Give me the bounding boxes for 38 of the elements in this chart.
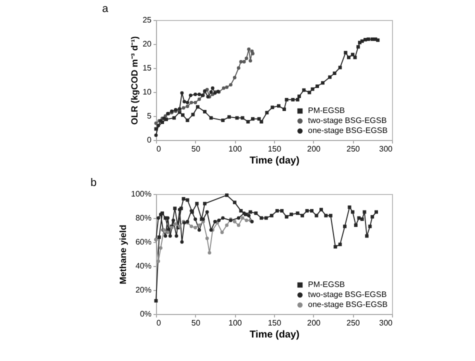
- legend-label: two-stage BSG-EGSB: [308, 116, 387, 125]
- chart-title: a: [102, 3, 110, 15]
- y-tick-label: 20: [142, 40, 152, 48]
- x-tick-label: 50: [191, 318, 201, 328]
- y-tick-label: 60%: [135, 238, 152, 246]
- legend-label: two-stage BSG-EGSB: [308, 290, 387, 299]
- x-tick-label: 50: [191, 144, 201, 154]
- y-axis-title: Methane yield: [118, 224, 128, 284]
- x-axis-title: Time (day): [250, 156, 300, 166]
- x-tick-label: 200: [307, 318, 322, 328]
- legend-label: PM-EGSB: [308, 106, 345, 115]
- x-tick-label: 250: [346, 318, 360, 328]
- y-tick-label: 25: [142, 16, 152, 24]
- y-tick-label: 10: [142, 88, 152, 96]
- y-tick-label: 5: [147, 112, 152, 120]
- y-tick-label: 40%: [135, 262, 152, 270]
- y-tick-label: 0%: [140, 310, 152, 318]
- chart-title: b: [90, 177, 97, 189]
- y-axis-title: OLR (kgCOD m⁻³ d⁻¹): [130, 36, 140, 125]
- x-tick-label: 300: [379, 318, 394, 328]
- x-tick-label: 100: [228, 318, 242, 328]
- legend-label: one-stage BSG-EGSB: [308, 300, 388, 309]
- y-tick-label: 80%: [135, 214, 152, 222]
- y-tick-label: 20%: [135, 286, 152, 294]
- x-axis-title: Time (day): [250, 330, 300, 340]
- x-tick-label: 0: [156, 318, 162, 328]
- y-tick-label: 100%: [131, 190, 152, 198]
- x-tick-label: 250: [346, 144, 360, 154]
- legend-label: PM-EGSB: [308, 280, 345, 289]
- x-tick-label: 200: [307, 144, 322, 154]
- x-tick-label: 0: [156, 144, 162, 154]
- x-tick-label: 150: [268, 144, 282, 154]
- x-tick-label: 100: [228, 144, 242, 154]
- y-tick-label: 15: [142, 64, 152, 72]
- x-tick-label: 150: [268, 318, 282, 328]
- x-tick-label: 300: [379, 144, 394, 154]
- y-tick-label: 0: [147, 136, 152, 144]
- legend-label: one-stage BSG-EGSB: [308, 126, 388, 135]
